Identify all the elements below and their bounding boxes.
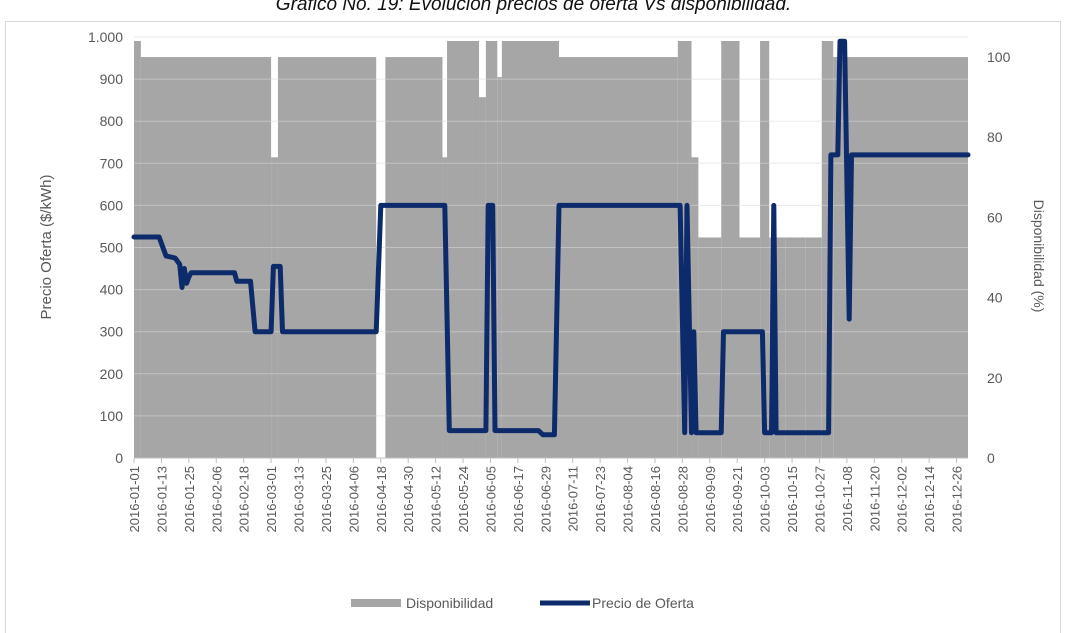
availability-bar <box>479 97 486 459</box>
x-tick-label: 2016-03-01 <box>264 466 279 533</box>
x-tick-label: 2016-09-21 <box>730 466 745 533</box>
x-tick-label: 2016-11-20 <box>867 466 882 532</box>
availability-bar <box>501 41 559 459</box>
left-axis-label: Precio Oferta ($/kWh) <box>38 174 55 319</box>
x-tick-label: 2016-06-29 <box>538 466 553 533</box>
left-tick-label: 1.000 <box>88 29 123 45</box>
availability-bar <box>691 157 699 459</box>
availability-bar <box>140 57 272 459</box>
right-tick-label: 100 <box>987 49 1011 65</box>
availability-bar <box>277 57 377 459</box>
x-tick-label: 2016-12-02 <box>895 466 910 533</box>
chart-frame <box>5 21 1061 633</box>
x-tick-label: 2016-05-24 <box>456 466 471 533</box>
x-tick-label: 2016-03-13 <box>292 466 307 533</box>
availability-bar <box>785 237 806 458</box>
left-tick-label: 700 <box>100 155 124 171</box>
x-tick-label: 2016-10-15 <box>785 466 800 533</box>
left-axis-ticks: 0 100 200 300 400 500 600 700 800 900 1.000 <box>88 29 123 466</box>
left-tick-label: 200 <box>100 366 124 382</box>
availability-bar <box>447 41 480 459</box>
legend-swatch-availability <box>351 599 401 607</box>
x-tick-label: 2016-07-11 <box>566 466 581 532</box>
right-axis-ticks: 0 20 40 60 80 100 <box>987 49 1011 466</box>
x-tick-label: 2016-08-04 <box>621 466 636 533</box>
x-tick-label: 2016-04-06 <box>346 466 361 533</box>
price-line <box>131 38 971 438</box>
x-tick-label: 2016-01-01 <box>127 466 142 533</box>
left-tick-label: 300 <box>100 324 124 340</box>
x-tick-label: 2016-02-06 <box>209 466 224 533</box>
x-tick-label: 2016-03-25 <box>319 466 334 533</box>
availability-bar <box>698 237 722 458</box>
availability-bar <box>558 57 678 459</box>
x-tick-label: 2016-01-13 <box>154 466 169 533</box>
availability-bar <box>821 41 834 459</box>
right-tick-label: 60 <box>987 209 1003 225</box>
legend-label-availability: Disponibilidad <box>406 595 493 611</box>
x-tick-label: 2016-12-26 <box>950 466 965 533</box>
availability-bar <box>134 41 141 459</box>
x-tick-label: 2016-08-16 <box>648 466 663 533</box>
left-tick-label: 800 <box>100 113 124 129</box>
legend: Disponibilidad Precio de Oferta <box>351 595 694 611</box>
x-tick-label: 2016-05-12 <box>429 466 444 533</box>
availability-bar <box>760 41 770 459</box>
left-tick-label: 0 <box>115 450 123 466</box>
chart-title: Gráfico No. 19: Evolución precios de ofe… <box>275 0 792 15</box>
price-line-path <box>131 38 971 438</box>
x-tick-label: 2016-09-09 <box>703 466 718 533</box>
availability-bars <box>134 41 968 459</box>
x-tick-label: 2016-02-18 <box>237 466 252 533</box>
x-tick-label: 2016-06-05 <box>483 466 498 533</box>
availability-bar <box>271 157 278 459</box>
x-tick-label: 2016-01-25 <box>182 466 197 533</box>
availability-bar <box>497 77 502 458</box>
x-tick-label: 2016-06-17 <box>511 466 526 533</box>
x-tick-label: 2016-04-18 <box>374 466 389 533</box>
left-tick-label: 600 <box>100 197 124 213</box>
x-axis-ticks: 2016-01-01 2016-01-13 2016-01-25 2016-02-06… <box>127 458 965 533</box>
availability-bar <box>805 237 822 458</box>
x-tick-label: 2016-12-14 <box>922 466 937 533</box>
x-tick-label: 2016-07-23 <box>593 466 608 533</box>
availability-bar <box>739 237 761 458</box>
availability-bar <box>721 41 740 459</box>
x-tick-label: 2016-11-08 <box>840 466 855 532</box>
right-tick-label: 80 <box>987 129 1003 145</box>
right-tick-label: 20 <box>987 370 1003 386</box>
left-tick-label: 900 <box>100 71 124 87</box>
availability-bar <box>833 57 968 459</box>
x-tick-label: 2016-08-28 <box>675 466 690 533</box>
left-tick-label: 500 <box>100 240 124 256</box>
right-tick-label: 40 <box>987 290 1003 306</box>
right-axis-label: Disponibilidad (%) <box>1031 200 1047 313</box>
legend-label-price: Precio de Oferta <box>592 595 694 611</box>
x-tick-label: 2016-10-27 <box>812 466 827 533</box>
left-tick-label: 400 <box>100 282 124 298</box>
right-tick-label: 0 <box>987 450 995 466</box>
left-tick-label: 100 <box>100 408 124 424</box>
x-tick-label: 2016-10-03 <box>758 466 773 533</box>
availability-bar <box>385 57 443 459</box>
x-tick-label: 2016-04-30 <box>401 466 416 533</box>
